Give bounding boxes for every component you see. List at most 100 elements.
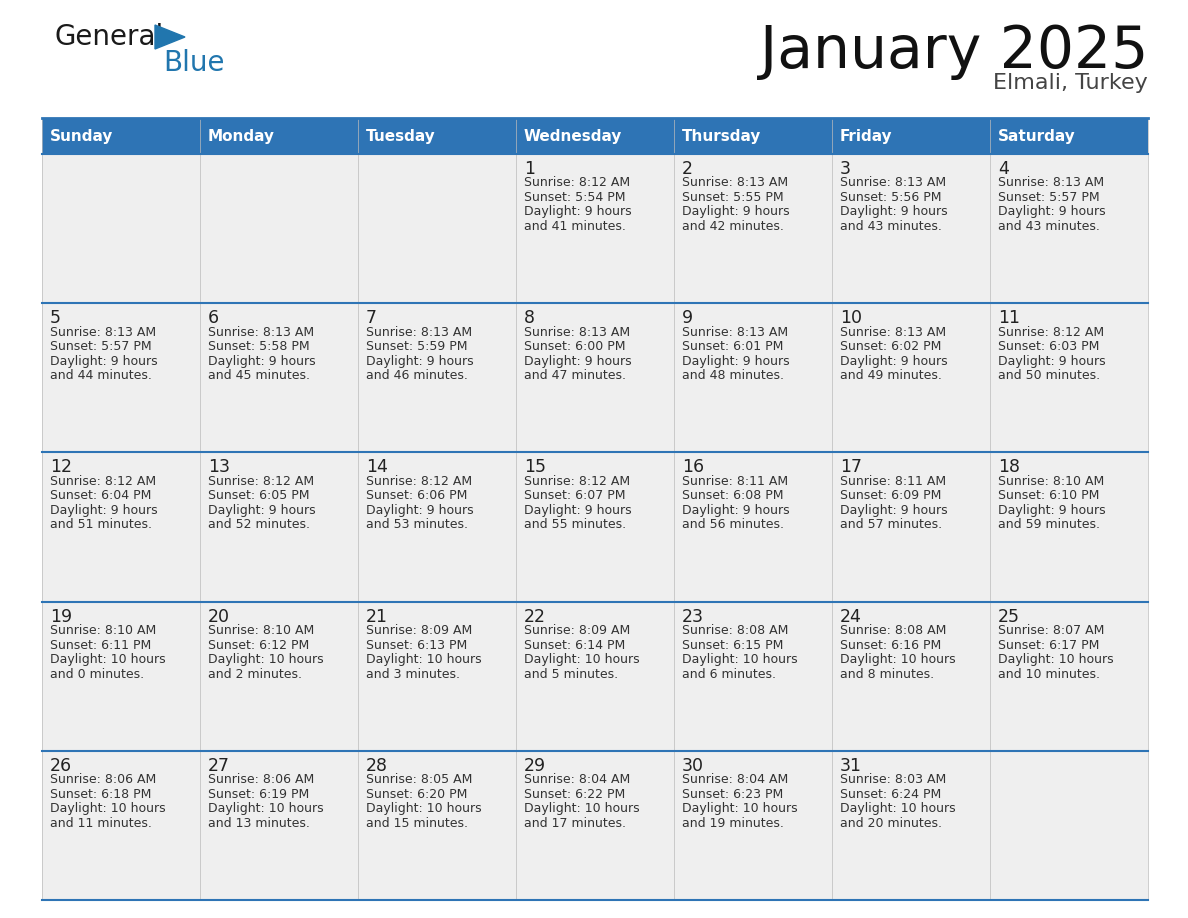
Text: Sunrise: 8:04 AM: Sunrise: 8:04 AM <box>682 773 789 787</box>
Text: Blue: Blue <box>163 49 225 77</box>
Text: 27: 27 <box>208 756 230 775</box>
Text: Sunrise: 8:13 AM: Sunrise: 8:13 AM <box>998 176 1104 189</box>
Bar <box>516 154 674 303</box>
Text: Saturday: Saturday <box>998 129 1076 143</box>
Bar <box>358 601 516 751</box>
Text: 18: 18 <box>998 458 1020 476</box>
Text: Sunrise: 8:06 AM: Sunrise: 8:06 AM <box>50 773 157 787</box>
Text: and 46 minutes.: and 46 minutes. <box>366 369 468 382</box>
Text: and 3 minutes.: and 3 minutes. <box>366 667 460 680</box>
Text: 19: 19 <box>50 608 72 625</box>
Bar <box>358 303 516 453</box>
Text: Sunrise: 8:06 AM: Sunrise: 8:06 AM <box>208 773 315 787</box>
Text: Sunrise: 8:10 AM: Sunrise: 8:10 AM <box>50 624 157 637</box>
Text: Sunrise: 8:09 AM: Sunrise: 8:09 AM <box>366 624 473 637</box>
Text: 11: 11 <box>998 309 1020 327</box>
Text: Sunset: 6:04 PM: Sunset: 6:04 PM <box>50 489 151 502</box>
Text: Sunset: 6:24 PM: Sunset: 6:24 PM <box>840 788 941 800</box>
Bar <box>516 601 674 751</box>
Text: Daylight: 10 hours: Daylight: 10 hours <box>840 802 955 815</box>
Text: Daylight: 10 hours: Daylight: 10 hours <box>682 653 797 666</box>
Text: Daylight: 9 hours: Daylight: 9 hours <box>524 504 632 517</box>
Text: Sunset: 6:09 PM: Sunset: 6:09 PM <box>840 489 941 502</box>
Text: 12: 12 <box>50 458 72 476</box>
Text: Sunset: 6:13 PM: Sunset: 6:13 PM <box>366 639 467 652</box>
Text: Daylight: 10 hours: Daylight: 10 hours <box>366 653 481 666</box>
Bar <box>200 303 358 453</box>
Text: Sunrise: 8:10 AM: Sunrise: 8:10 AM <box>998 475 1105 487</box>
Text: Sunrise: 8:09 AM: Sunrise: 8:09 AM <box>524 624 631 637</box>
Text: Sunrise: 8:04 AM: Sunrise: 8:04 AM <box>524 773 631 787</box>
Text: Sunset: 5:56 PM: Sunset: 5:56 PM <box>840 191 942 204</box>
Text: Daylight: 10 hours: Daylight: 10 hours <box>682 802 797 815</box>
Bar <box>832 453 990 601</box>
Text: and 59 minutes.: and 59 minutes. <box>998 519 1100 532</box>
Text: Sunset: 6:05 PM: Sunset: 6:05 PM <box>208 489 310 502</box>
Text: Sunset: 5:55 PM: Sunset: 5:55 PM <box>682 191 784 204</box>
Text: Sunrise: 8:08 AM: Sunrise: 8:08 AM <box>840 624 947 637</box>
Bar <box>200 601 358 751</box>
Text: Sunset: 6:01 PM: Sunset: 6:01 PM <box>682 341 783 353</box>
Text: Daylight: 9 hours: Daylight: 9 hours <box>366 504 474 517</box>
Bar <box>832 118 990 154</box>
Bar <box>990 154 1148 303</box>
Bar <box>358 118 516 154</box>
Text: 15: 15 <box>524 458 546 476</box>
Text: and 45 minutes.: and 45 minutes. <box>208 369 310 382</box>
Text: 25: 25 <box>998 608 1020 625</box>
Text: Sunset: 6:08 PM: Sunset: 6:08 PM <box>682 489 784 502</box>
Text: Sunrise: 8:13 AM: Sunrise: 8:13 AM <box>50 326 156 339</box>
Bar <box>674 154 832 303</box>
Text: Daylight: 9 hours: Daylight: 9 hours <box>524 354 632 368</box>
Text: 17: 17 <box>840 458 862 476</box>
Text: Daylight: 9 hours: Daylight: 9 hours <box>208 504 316 517</box>
Text: Sunrise: 8:07 AM: Sunrise: 8:07 AM <box>998 624 1105 637</box>
Text: Sunrise: 8:13 AM: Sunrise: 8:13 AM <box>524 326 630 339</box>
Text: Sunrise: 8:05 AM: Sunrise: 8:05 AM <box>366 773 473 787</box>
Text: General: General <box>55 23 164 51</box>
Text: Sunday: Sunday <box>50 129 113 143</box>
Text: Sunset: 6:00 PM: Sunset: 6:00 PM <box>524 341 626 353</box>
Text: Daylight: 9 hours: Daylight: 9 hours <box>840 354 948 368</box>
Text: Sunset: 6:19 PM: Sunset: 6:19 PM <box>208 788 309 800</box>
Text: Daylight: 10 hours: Daylight: 10 hours <box>50 802 165 815</box>
Bar <box>42 453 200 601</box>
Text: Sunrise: 8:12 AM: Sunrise: 8:12 AM <box>998 326 1104 339</box>
Text: 24: 24 <box>840 608 861 625</box>
Text: and 10 minutes.: and 10 minutes. <box>998 667 1100 680</box>
Text: Daylight: 9 hours: Daylight: 9 hours <box>50 504 158 517</box>
Text: Daylight: 9 hours: Daylight: 9 hours <box>682 354 790 368</box>
Bar <box>42 118 200 154</box>
Text: Sunrise: 8:11 AM: Sunrise: 8:11 AM <box>682 475 788 487</box>
Text: 8: 8 <box>524 309 535 327</box>
Text: Sunrise: 8:13 AM: Sunrise: 8:13 AM <box>682 176 788 189</box>
Text: Sunset: 6:20 PM: Sunset: 6:20 PM <box>366 788 467 800</box>
Bar <box>42 303 200 453</box>
Text: 29: 29 <box>524 756 546 775</box>
Text: Sunset: 5:57 PM: Sunset: 5:57 PM <box>998 191 1100 204</box>
Text: and 43 minutes.: and 43 minutes. <box>840 220 942 233</box>
Text: 7: 7 <box>366 309 377 327</box>
Text: Daylight: 9 hours: Daylight: 9 hours <box>840 206 948 218</box>
Bar <box>42 154 200 303</box>
Text: and 41 minutes.: and 41 minutes. <box>524 220 626 233</box>
Text: and 6 minutes.: and 6 minutes. <box>682 667 776 680</box>
Text: Sunrise: 8:12 AM: Sunrise: 8:12 AM <box>524 475 630 487</box>
Text: and 44 minutes.: and 44 minutes. <box>50 369 152 382</box>
Bar <box>674 453 832 601</box>
Text: Sunrise: 8:13 AM: Sunrise: 8:13 AM <box>840 176 946 189</box>
Text: 14: 14 <box>366 458 387 476</box>
Text: Monday: Monday <box>208 129 274 143</box>
Text: Sunset: 5:54 PM: Sunset: 5:54 PM <box>524 191 626 204</box>
Text: Sunset: 6:18 PM: Sunset: 6:18 PM <box>50 788 151 800</box>
Text: Sunrise: 8:03 AM: Sunrise: 8:03 AM <box>840 773 947 787</box>
Text: and 43 minutes.: and 43 minutes. <box>998 220 1100 233</box>
Text: Sunset: 6:03 PM: Sunset: 6:03 PM <box>998 341 1099 353</box>
Text: Daylight: 9 hours: Daylight: 9 hours <box>682 206 790 218</box>
Text: Elmali, Turkey: Elmali, Turkey <box>993 73 1148 93</box>
Text: and 48 minutes.: and 48 minutes. <box>682 369 784 382</box>
Text: 6: 6 <box>208 309 219 327</box>
Text: Sunset: 6:22 PM: Sunset: 6:22 PM <box>524 788 625 800</box>
Text: Wednesday: Wednesday <box>524 129 623 143</box>
Text: Sunrise: 8:12 AM: Sunrise: 8:12 AM <box>524 176 630 189</box>
